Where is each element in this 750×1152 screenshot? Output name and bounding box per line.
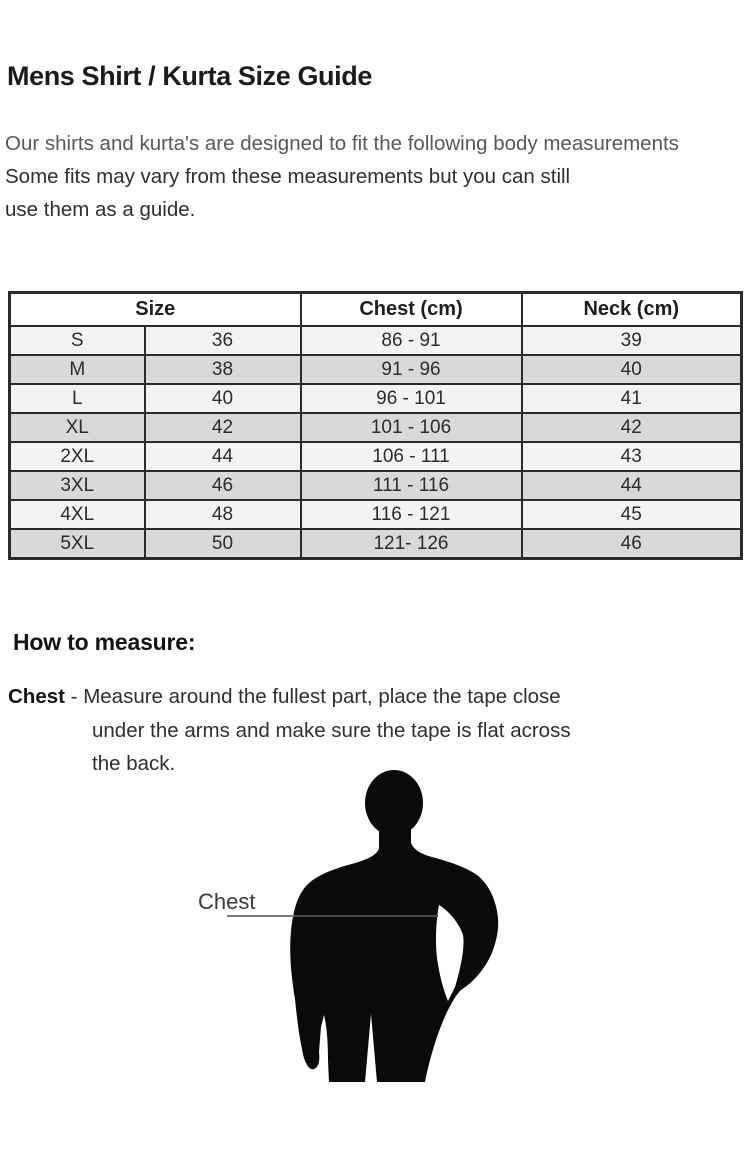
chest-cell: 121- 126 bbox=[299, 528, 523, 560]
term-separator: - bbox=[64, 685, 84, 708]
size-cell: 4XL bbox=[8, 499, 146, 530]
size-number-cell: 36 bbox=[143, 325, 302, 356]
size-number-cell: 46 bbox=[143, 470, 302, 501]
instruction-text: Measure around the fullest part, place t… bbox=[83, 685, 561, 708]
table-row: 2XL 44 106 - 111 43 bbox=[8, 441, 743, 472]
table-row: M 38 91 - 96 40 bbox=[8, 354, 743, 385]
size-cell: 3XL bbox=[8, 470, 146, 501]
size-number-cell: 42 bbox=[143, 412, 302, 443]
neck-cell: 44 bbox=[520, 470, 743, 501]
header-chest: Chest (cm) bbox=[299, 291, 523, 327]
neck-cell: 41 bbox=[520, 383, 743, 414]
chest-cell: 96 - 101 bbox=[299, 383, 523, 414]
intro-line: Some fits may vary from these measuremen… bbox=[5, 165, 571, 188]
chest-measure-line bbox=[294, 915, 438, 917]
table-row: 5XL 50 121- 126 46 bbox=[8, 528, 743, 560]
instruction-line: Chest - Measure around the fullest part,… bbox=[8, 680, 571, 714]
instruction-line: under the arms and make sure the tape is… bbox=[92, 718, 571, 742]
neck-cell: 39 bbox=[520, 325, 743, 356]
table-row: 3XL 46 111 - 116 44 bbox=[8, 470, 743, 501]
size-number-cell: 50 bbox=[143, 528, 302, 560]
chest-cell: 86 - 91 bbox=[299, 325, 523, 356]
neck-cell: 45 bbox=[520, 499, 743, 530]
how-to-measure-heading: How to measure: bbox=[13, 629, 196, 655]
size-number-cell: 48 bbox=[143, 499, 302, 530]
neck-cell: 42 bbox=[520, 412, 743, 443]
page-title: Mens Shirt / Kurta Size Guide bbox=[7, 61, 372, 91]
chest-cell: 101 - 106 bbox=[299, 412, 523, 443]
neck-cell: 46 bbox=[520, 528, 743, 560]
size-cell: XL bbox=[8, 412, 146, 443]
chest-measure-instructions: Chest - Measure around the fullest part,… bbox=[8, 680, 571, 781]
size-cell: 2XL bbox=[8, 441, 146, 472]
header-neck: Neck (cm) bbox=[520, 291, 743, 327]
table-row: XL 42 101 - 106 42 bbox=[8, 412, 743, 443]
header-size: Size bbox=[8, 291, 302, 327]
neck-cell: 40 bbox=[520, 354, 743, 385]
table-row: 4XL 48 116 - 121 45 bbox=[8, 499, 743, 530]
chest-cell: 116 - 121 bbox=[299, 499, 523, 530]
measure-term: Chest bbox=[8, 685, 65, 708]
chest-cell: 111 - 116 bbox=[299, 470, 523, 501]
neck-cell: 43 bbox=[520, 441, 743, 472]
male-silhouette-figure bbox=[283, 765, 505, 1082]
table-row: S 36 86 - 91 39 bbox=[8, 325, 743, 356]
intro-line: use them as a guide. bbox=[5, 198, 196, 221]
figure-chest-label: Chest bbox=[198, 889, 256, 914]
table-row: L 40 96 - 101 41 bbox=[8, 383, 743, 414]
intro-line: Our shirts and kurta's are designed to f… bbox=[5, 132, 679, 155]
chest-leader-line bbox=[227, 915, 294, 917]
chest-cell: 91 - 96 bbox=[299, 354, 523, 385]
size-number-cell: 44 bbox=[143, 441, 302, 472]
size-cell: 5XL bbox=[8, 528, 146, 560]
table-header-row: Size Chest (cm) Neck (cm) bbox=[8, 291, 743, 327]
intro-paragraph: Our shirts and kurta's are designed to f… bbox=[5, 127, 679, 226]
size-number-cell: 40 bbox=[143, 383, 302, 414]
size-cell: S bbox=[8, 325, 146, 356]
instruction-line: the back. bbox=[92, 752, 176, 775]
size-cell: L bbox=[8, 383, 146, 414]
size-table: Size Chest (cm) Neck (cm) S 36 86 - 91 3… bbox=[8, 291, 743, 560]
size-cell: M bbox=[8, 354, 146, 385]
male-silhouette-image bbox=[290, 770, 499, 1082]
chest-cell: 106 - 111 bbox=[299, 441, 523, 472]
size-number-cell: 38 bbox=[143, 354, 302, 385]
